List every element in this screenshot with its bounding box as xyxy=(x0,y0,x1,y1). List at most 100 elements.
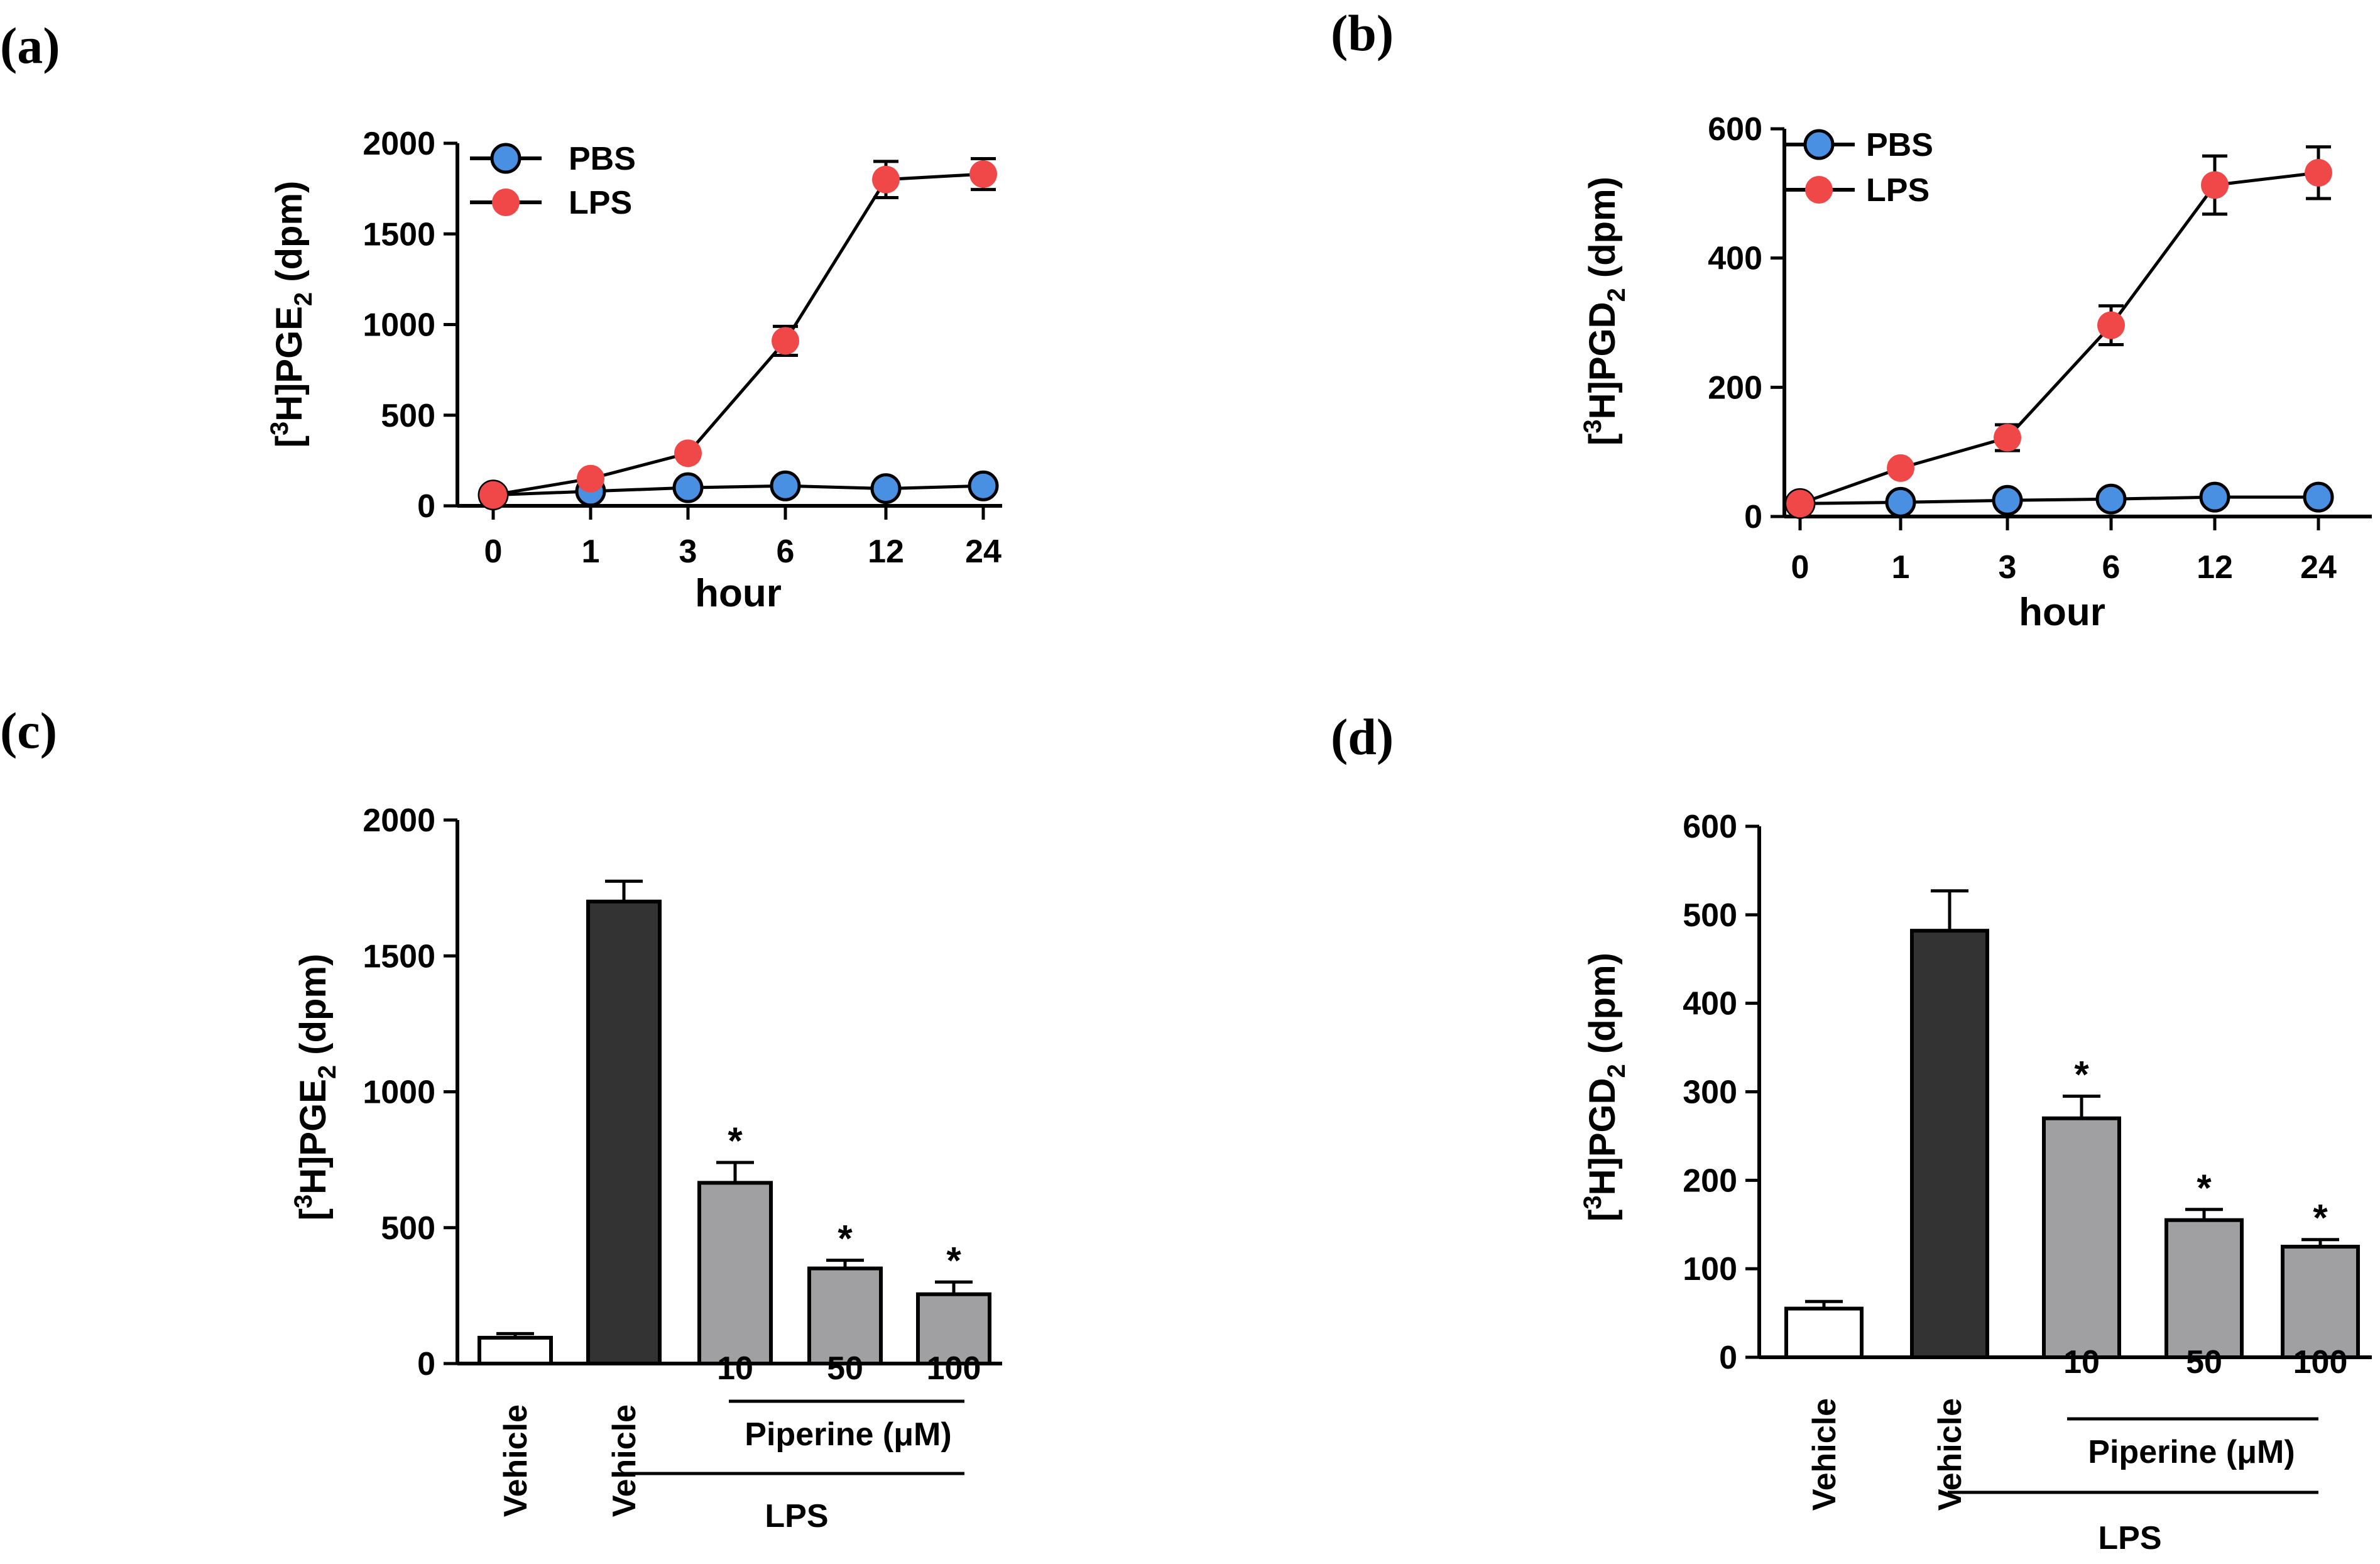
panel-b-legend-pbs-marker xyxy=(1803,129,1835,160)
panel-d-y-tick-label: 200 xyxy=(1683,1162,1737,1199)
panel-b-legend-pbs-label: PBS xyxy=(1866,127,1933,163)
panel-c-piperine-label: Piperine (μM) xyxy=(745,1416,951,1453)
panel-a-x-tick-label: 0 xyxy=(484,533,503,570)
panel-d-x-tick-label: 100 xyxy=(2293,1344,2348,1381)
panel-d-y-tick-label: 600 xyxy=(1683,809,1737,845)
panel-a-point-pbs xyxy=(968,470,999,501)
panel-a-x-tick-label: 12 xyxy=(868,533,904,570)
panel-c-lps-label: LPS xyxy=(765,1498,828,1534)
panel-d-x-tick-label: 10 xyxy=(2063,1344,2100,1381)
panel-b-x-tick-label: 24 xyxy=(2300,549,2337,586)
panel-d-bar xyxy=(2042,1116,2121,1359)
panel-a-point-pbs xyxy=(870,473,902,505)
panel-b-point-lps xyxy=(2097,311,2125,339)
panel-d-x-tick-label: Vehicle xyxy=(1932,1398,1968,1511)
panel-a-legend-lps-marker xyxy=(492,189,520,216)
panel-b-x-tick-label: 0 xyxy=(1791,549,1810,586)
panel-b-series-pbs-line xyxy=(1799,495,2318,505)
panel-a-legend-pbs-marker xyxy=(490,143,521,174)
panel-a-series-pbs-line xyxy=(493,484,984,497)
panel-c-y-axis-title: [3H]PGE2 (dpm) xyxy=(290,954,341,1221)
panel-a-point-pbs xyxy=(672,472,704,503)
panel-c-letter: (c) xyxy=(0,702,57,759)
panel-d-lps-label: LPS xyxy=(2098,1520,2161,1556)
panel-b-x-tick-label: 3 xyxy=(1999,549,2017,586)
panel-b-y-tick-label: 200 xyxy=(1708,369,1762,406)
panel-a-point-pbs xyxy=(770,470,801,501)
panel-d-x-tick-label: 50 xyxy=(2186,1344,2222,1381)
panel-a-legend: PBS LPS xyxy=(470,141,636,221)
panel-c-y-tick-label: 1000 xyxy=(363,1075,435,1111)
panel-b-letter: (b) xyxy=(1331,4,1394,62)
panel-c-bar-chart: (c) [3H]PGE2 (dpm) Piperine (μM) LPS 0 50… xyxy=(0,702,1002,1534)
panel-d-y-tick-label: 300 xyxy=(1683,1075,1737,1111)
panel-d-y-axis-title: [3H]PGD2 (dpm) xyxy=(1579,953,1630,1222)
panel-b-legend-lps-marker xyxy=(1805,176,1833,204)
panel-c-significance-star: * xyxy=(728,1120,743,1162)
panel-a-series-lps-line xyxy=(493,172,984,497)
panel-a-point-lps xyxy=(772,327,799,355)
panel-c-y-tick-label: 2000 xyxy=(363,802,435,839)
panel-a-line-chart: (a) [3H]PGE2 (dpm) hour PBS LPS 0 500 1000… xyxy=(0,17,1002,615)
panel-d-x-tick-label: Vehicle xyxy=(1806,1398,1843,1511)
panel-d-y-tick-label: 0 xyxy=(1719,1340,1737,1376)
panel-d-bar xyxy=(2281,1244,2360,1360)
panel-c-x-tick-label: 100 xyxy=(927,1350,981,1387)
panel-a-y-tick-label: 1500 xyxy=(363,216,435,253)
panel-b-x-tick-label: 1 xyxy=(1892,549,1910,586)
panel-b-y-tick-label: 600 xyxy=(1708,111,1762,148)
panel-b-y-axis-title: [3H]PGD2 (dpm) xyxy=(1579,177,1630,446)
panel-b-x-tick-label: 6 xyxy=(2102,549,2121,586)
panel-a-y-tick-label: 1000 xyxy=(363,307,435,344)
panel-c-y-tick-label: 0 xyxy=(417,1346,435,1382)
panel-a-y-tick-label: 2000 xyxy=(363,126,435,162)
panel-a-point-lps xyxy=(872,165,900,194)
panel-a-y-tick-label: 500 xyxy=(381,398,435,434)
panel-d-bar-chart: (d) [3H]PGD2 (dpm) Piperine (μM) LPS 0 10… xyxy=(1331,708,2372,1556)
panel-a-x-tick-label: 24 xyxy=(965,533,1002,570)
panel-c-bar xyxy=(586,899,662,1365)
panel-c-x-tick-label: 10 xyxy=(717,1350,753,1387)
panel-b-point-lps xyxy=(1887,454,1914,482)
panel-b-series-lps-line xyxy=(1799,171,2319,505)
panel-a-point-lps xyxy=(674,439,702,468)
panel-d-significance-star: * xyxy=(2074,1054,2089,1096)
panel-c-bar xyxy=(478,1335,553,1366)
panel-a-point-lps xyxy=(479,481,507,509)
panel-b-point-lps xyxy=(1994,424,2021,452)
panel-c-y-tick-label: 1500 xyxy=(363,938,435,975)
panel-b-point-lps xyxy=(2201,171,2229,199)
panel-b-y-tick-label: 0 xyxy=(1744,499,1762,535)
panel-b-x-tick-label: 12 xyxy=(2197,549,2233,586)
panel-d-bar xyxy=(1910,929,1989,1359)
panel-a-x-axis-title: hour xyxy=(695,572,782,615)
panel-a-legend-lps-label: LPS xyxy=(569,185,632,221)
panel-c-bar xyxy=(807,1266,883,1365)
panel-c-bar xyxy=(916,1292,991,1365)
panel-a-point-lps xyxy=(969,160,997,189)
panel-d-significance-star: * xyxy=(2197,1167,2212,1209)
panel-c-y-tick-label: 500 xyxy=(381,1210,435,1247)
panel-b-y-tick-label: 400 xyxy=(1708,241,1762,277)
panel-b-x-axis-title: hour xyxy=(2019,591,2105,634)
panel-d-piperine-label: Piperine (μM) xyxy=(2088,1434,2295,1470)
panel-b-legend-lps-label: LPS xyxy=(1866,172,1930,209)
panel-a-x-tick-label: 3 xyxy=(679,533,697,570)
panel-a-letter: (a) xyxy=(0,17,60,74)
panel-b-point-pbs xyxy=(1992,484,2023,516)
panel-a-x-tick-label: 1 xyxy=(582,533,600,570)
panel-c-significance-star: * xyxy=(838,1218,853,1260)
panel-d-bar xyxy=(2164,1218,2244,1360)
panel-d-letter: (d) xyxy=(1331,708,1394,765)
panel-b-point-lps xyxy=(2305,158,2332,187)
panel-c-x-tick-label: 50 xyxy=(827,1350,863,1387)
panel-d-bar xyxy=(1784,1306,1864,1360)
panel-b-line-chart: (b) [3H]PGD2 (dpm) hour PBS LPS 0 200 400 6… xyxy=(1331,4,2372,634)
panel-a-y-axis-title: [3H]PGE2 (dpm) xyxy=(266,181,317,448)
panel-d-y-tick-label: 100 xyxy=(1683,1251,1737,1288)
panel-a-y-tick-label: 0 xyxy=(417,488,435,525)
panel-b-point-pbs xyxy=(1885,486,1916,518)
panel-d-y-tick-label: 400 xyxy=(1683,986,1737,1022)
panel-b-point-lps xyxy=(1786,489,1814,518)
